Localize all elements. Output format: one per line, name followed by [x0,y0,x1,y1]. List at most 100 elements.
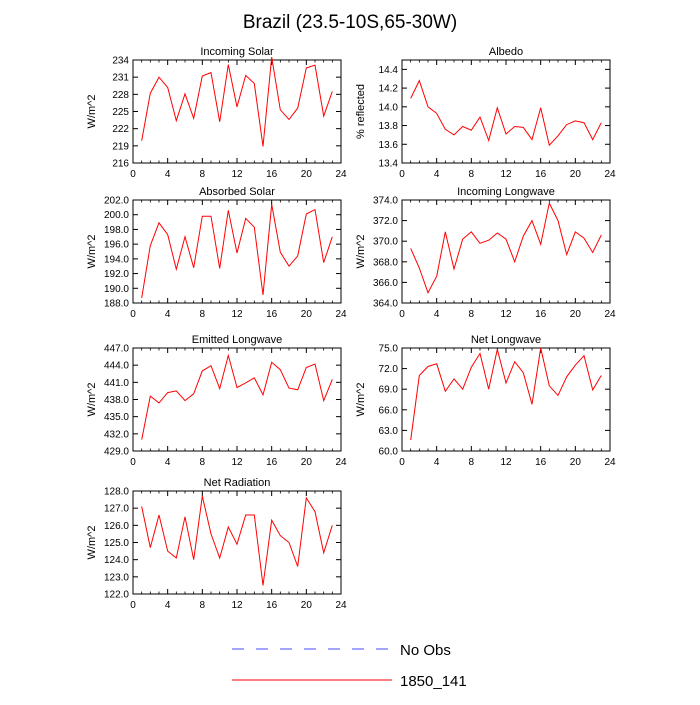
panel-title-net-radiation: Net Radiation [204,477,271,489]
y-axis-label-net-longwave: W/m^2 [355,383,367,417]
x-tick-label-emitted-longwave: 4 [165,457,171,468]
plot-frame-emitted-longwave [132,347,342,452]
x-tick-label-albedo: 12 [500,169,512,180]
panel-net-radiation: Net Radiation 0 4 8 12 16 20 24 122.0 123.0 124.0 1… [86,477,347,611]
y-tick-label-absorbed-solar: 194.0 [104,254,129,265]
y-tick-label-albedo: 14.2 [379,84,399,95]
y-tick-label-incoming-solar: 234 [112,56,129,67]
x-tick-label-net-radiation: 24 [335,600,347,611]
panel-absorbed-solar: Absorbed Solar 0 4 8 12 16 20 24 188.0 190.0 192.0… [86,186,347,320]
x-tick-label-net-radiation: 4 [165,600,171,611]
y-tick-label-incoming-longwave: 364.0 [373,299,398,310]
x-tick-label-net-longwave: 16 [535,457,547,468]
y-tick-label-albedo: 14.4 [379,65,399,76]
y-tick-label-emitted-longwave: 441.0 [104,378,129,389]
y-tick-label-incoming-solar: 231 [112,73,129,84]
x-tick-label-net-radiation: 16 [266,600,278,611]
x-tick-label-incoming-longwave: 0 [399,309,405,320]
figure-title: Brazil (23.5-10S,65-30W) [243,12,457,33]
y-axis-label-absorbed-solar: W/m^2 [86,235,98,269]
x-tick-label-albedo: 0 [399,169,405,180]
x-tick-label-net-longwave: 4 [434,457,440,468]
panel-albedo: Albedo 0 4 8 12 16 20 24 13.4 13.6 13.8 14.0 14.2 14.… [355,46,616,180]
panel-net-longwave: Net Longwave 0 4 8 12 16 20 24 60.0 63.0 66.0 69.0 7… [355,334,616,468]
y-tick-label-net-radiation: 124.0 [104,555,129,566]
x-tick-label-incoming-longwave: 20 [570,309,582,320]
x-tick-label-net-radiation: 20 [301,600,313,611]
y-tick-label-absorbed-solar: 200.0 [104,210,129,221]
series-line-albedo [410,79,602,147]
y-tick-label-net-longwave: 72.0 [379,364,399,375]
y-tick-label-net-radiation: 126.0 [104,521,129,532]
x-tick-label-emitted-longwave: 12 [231,457,243,468]
legend-1850-141-label: 1850_141 [400,673,467,690]
y-tick-label-emitted-longwave: 444.0 [104,361,129,372]
series-line-absorbed-solar [141,204,333,298]
y-tick-label-net-longwave: 69.0 [379,385,399,396]
x-tick-label-incoming-longwave: 12 [500,309,512,320]
x-tick-label-absorbed-solar: 12 [231,309,243,320]
y-tick-label-emitted-longwave: 432.0 [104,429,129,440]
series-line-emitted-longwave [141,353,333,440]
y-tick-label-net-longwave: 75.0 [379,344,399,355]
plot-frame-incoming-longwave [401,199,611,304]
y-tick-label-net-radiation: 123.0 [104,572,129,583]
y-tick-label-emitted-longwave: 438.0 [104,395,129,406]
legend: No Obs 1850_141 [232,642,467,690]
y-axis-label-incoming-longwave: W/m^2 [355,235,367,269]
series-line-net-radiation [141,495,333,586]
y-tick-label-absorbed-solar: 188.0 [104,299,129,310]
x-tick-label-incoming-solar: 20 [301,169,313,180]
x-tick-label-incoming-longwave: 24 [604,309,616,320]
x-tick-label-net-longwave: 20 [570,457,582,468]
y-tick-label-net-radiation: 122.0 [104,590,129,601]
y-tick-label-albedo: 13.6 [379,140,399,151]
y-tick-label-incoming-longwave: 374.0 [373,196,398,207]
x-tick-label-absorbed-solar: 8 [200,309,206,320]
panel-title-albedo: Albedo [489,46,523,58]
panel-title-incoming-solar: Incoming Solar [200,46,274,58]
y-axis-label-net-radiation: W/m^2 [86,526,98,560]
plot-frame-incoming-solar [132,59,342,164]
y-tick-label-albedo: 13.4 [379,159,399,170]
series-line-net-longwave [410,347,602,441]
x-tick-label-albedo: 20 [570,169,582,180]
y-tick-label-net-longwave: 63.0 [379,426,399,437]
x-tick-label-albedo: 16 [535,169,547,180]
y-tick-label-net-longwave: 66.0 [379,405,399,416]
x-tick-label-absorbed-solar: 0 [130,309,136,320]
x-tick-label-incoming-solar: 24 [335,169,347,180]
x-tick-label-incoming-longwave: 8 [469,309,475,320]
x-tick-label-net-radiation: 12 [231,600,243,611]
panel-emitted-longwave: Emitted Longwave 0 4 8 12 16 20 24 429.0 432.0 435… [86,334,347,468]
x-tick-label-albedo: 8 [469,169,475,180]
panel-incoming-solar: Incoming Solar 0 4 8 12 16 20 24 216 219 222 225 228… [86,46,347,180]
plot-frame-net-longwave [401,347,611,452]
x-tick-label-emitted-longwave: 0 [130,457,136,468]
x-tick-label-emitted-longwave: 16 [266,457,278,468]
x-tick-label-net-longwave: 0 [399,457,405,468]
x-tick-label-incoming-solar: 12 [231,169,243,180]
x-tick-label-absorbed-solar: 20 [301,309,313,320]
y-tick-label-incoming-solar: 222 [112,124,129,135]
y-tick-label-incoming-longwave: 370.0 [373,237,398,248]
y-tick-label-net-longwave: 60.0 [379,447,399,458]
y-tick-label-absorbed-solar: 202.0 [104,196,129,207]
x-tick-label-net-radiation: 8 [200,600,206,611]
y-tick-label-absorbed-solar: 198.0 [104,225,129,236]
y-tick-label-albedo: 14.0 [379,102,399,113]
panel-title-net-longwave: Net Longwave [471,334,541,346]
y-tick-label-incoming-solar: 216 [112,159,129,170]
x-tick-label-incoming-longwave: 4 [434,309,440,320]
y-axis-label-emitted-longwave: W/m^2 [86,383,98,417]
y-tick-label-emitted-longwave: 447.0 [104,344,129,355]
series-line-incoming-longwave [410,201,602,294]
x-tick-label-net-longwave: 24 [604,457,616,468]
x-tick-label-absorbed-solar: 24 [335,309,347,320]
x-tick-label-emitted-longwave: 20 [301,457,313,468]
panel-incoming-longwave: Incoming Longwave 0 4 8 12 16 20 24 364.0 366.0 36… [355,186,616,320]
panel-title-emitted-longwave: Emitted Longwave [192,334,283,346]
x-tick-label-net-longwave: 12 [500,457,512,468]
